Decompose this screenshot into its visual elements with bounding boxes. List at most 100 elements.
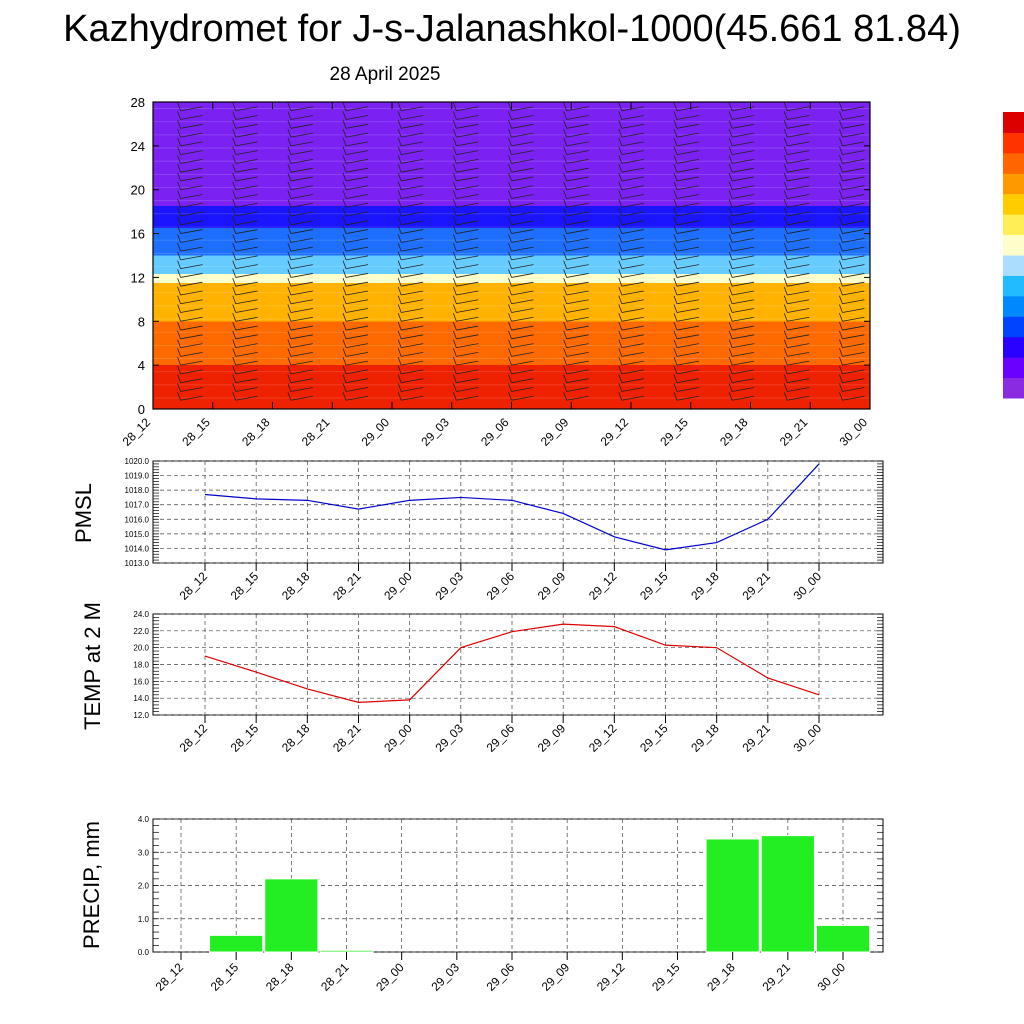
wind-barb: [732, 167, 755, 173]
wind-barb-flag: [783, 392, 788, 401]
wind-barb: [676, 387, 700, 392]
wind-barb: [401, 220, 424, 226]
wind-barb: [401, 308, 424, 313]
wind-barb-flag: [839, 286, 843, 296]
wind-barb: [401, 369, 424, 375]
wind-barb: [566, 176, 589, 182]
wind-barb-flag: [563, 137, 568, 146]
wind-barb-flag: [287, 357, 292, 366]
wind-barb-flag: [177, 128, 181, 138]
wind-barb-flag: [673, 146, 678, 155]
wind-barb-flag: [563, 190, 568, 199]
wind-barb-flag: [177, 383, 181, 392]
wind-barb-flag: [839, 339, 843, 348]
wind-barb: [401, 343, 424, 348]
wind-barb: [732, 290, 755, 296]
wind-barb: [290, 360, 313, 366]
wind-barb-flag: [342, 216, 347, 225]
wind-barb-flag: [728, 146, 733, 155]
wind-barb-flag: [508, 286, 512, 296]
wind-barb-flag: [508, 374, 512, 383]
wind-barb-flag: [839, 225, 843, 234]
wind-barb: [732, 351, 755, 357]
wind-barb-flag: [232, 278, 237, 287]
wind-barb: [566, 316, 589, 322]
wind-barb-flag: [563, 278, 568, 287]
wind-barb: [345, 220, 369, 226]
ytick-label: 1020.0: [125, 457, 150, 466]
wind-barb: [787, 334, 810, 340]
colorbar-swatch: [1003, 152, 1024, 174]
wind-barb-flag: [783, 365, 788, 375]
wind-barb-flag: [232, 216, 237, 225]
wind-barb-flag: [839, 128, 843, 138]
wind-barb-flag: [728, 102, 733, 111]
wind-barb-flag: [563, 181, 568, 190]
wind-barb: [511, 132, 534, 138]
ytick-label: 22.0: [133, 627, 149, 636]
wind-barb: [290, 202, 313, 208]
wind-barb-flag: [618, 348, 623, 357]
ytick-label: 1016.0: [125, 515, 150, 524]
wind-barb-flag: [783, 339, 788, 348]
wind-barb: [566, 360, 589, 366]
wind-barb: [180, 185, 203, 191]
wind-barb: [621, 351, 644, 357]
wind-barb-flag: [839, 304, 843, 313]
wind-barb: [787, 264, 810, 270]
wind-barb-flag: [452, 330, 457, 339]
wind-barb: [676, 167, 700, 173]
wind-barb: [290, 334, 313, 340]
wind-barb: [511, 202, 534, 208]
wind-barb: [842, 360, 865, 366]
wind-barb-flag: [783, 295, 788, 304]
wind-barb-flag: [618, 278, 623, 287]
wind-barb-flag: [673, 207, 678, 217]
wind-barb: [787, 378, 810, 384]
wind-barb: [401, 264, 424, 270]
wind-barb-flag: [397, 295, 402, 304]
wind-barb-flag: [177, 392, 181, 401]
wind-barb-flag: [508, 321, 512, 331]
wind-barb-flag: [452, 120, 457, 129]
wind-barb: [842, 159, 865, 164]
wind-barb: [787, 141, 810, 147]
heatmap-field: [153, 102, 870, 409]
wind-barb: [235, 194, 258, 199]
wind-barb-flag: [618, 190, 623, 199]
wind-barb-flag: [563, 120, 568, 129]
wind-barb-flag: [563, 357, 568, 366]
ytick-label: 20: [131, 183, 145, 198]
wind-barb-flag: [618, 172, 623, 182]
wind-barb-flag: [508, 207, 512, 217]
wind-barb: [456, 273, 479, 278]
wind-barb-flag: [452, 260, 457, 269]
wind-barb-flag: [232, 269, 237, 278]
wind-barb: [401, 229, 424, 234]
wind-barb: [566, 202, 589, 208]
wind-barb-flag: [563, 199, 568, 208]
wind-barb-flag: [728, 383, 733, 392]
wind-barb-flag: [508, 278, 512, 287]
wind-barb-flag: [287, 313, 292, 322]
wind-barb: [456, 281, 479, 287]
colorbar-swatch: [1003, 316, 1024, 338]
wind-barb: [676, 255, 700, 261]
temp-ylabel: TEMP at 2 M: [80, 602, 105, 730]
wind-barb: [345, 159, 369, 164]
precip-bar: [264, 878, 319, 953]
wind-barb-flag: [342, 181, 347, 190]
wind-barb: [511, 150, 534, 156]
wind-barb-flag: [508, 146, 512, 155]
wind-barb: [511, 360, 534, 366]
wind-barb-flag: [177, 234, 181, 243]
wind-barb: [676, 325, 700, 331]
wind-barb: [180, 290, 203, 296]
wind-barb: [621, 369, 644, 375]
colorbar-swatch: [1003, 275, 1024, 297]
wind-barb-flag: [563, 304, 568, 313]
wind-barb: [732, 387, 755, 392]
wind-barb-flag: [673, 102, 678, 111]
wind-barb: [842, 387, 865, 392]
wind-barb-flag: [342, 234, 347, 243]
